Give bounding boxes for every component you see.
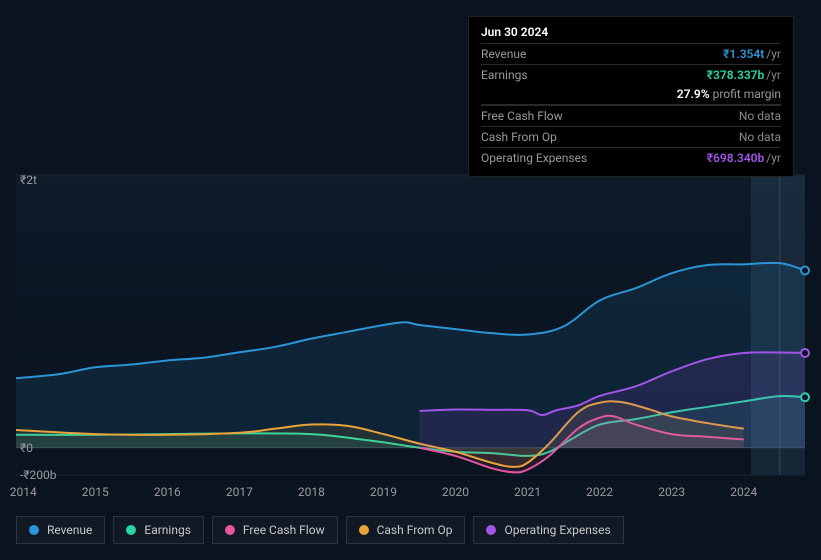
y-tick-label: -₹200b <box>20 468 57 482</box>
legend-label: Operating Expenses <box>504 523 610 537</box>
legend-item-revenue[interactable]: Revenue <box>16 516 105 544</box>
legend-item-cfo[interactable]: Cash From Op <box>346 516 466 544</box>
end-marker-revenue <box>801 266 809 274</box>
y-tick-label: ₹2t <box>20 173 37 187</box>
legend-label: Cash From Op <box>377 523 453 537</box>
tooltip-row-value: ₹378.337b/yr <box>707 68 781 82</box>
tooltip-row-label: Earnings <box>481 68 528 82</box>
tooltip-row-label: Free Cash Flow <box>481 109 563 123</box>
x-tick-label: 2016 <box>154 485 181 499</box>
tooltip-row-value: ₹1.354t/yr <box>723 47 781 61</box>
legend-item-opex[interactable]: Operating Expenses <box>473 516 623 544</box>
legend-label: Earnings <box>144 523 191 537</box>
tooltip-margin: 27.9% profit margin <box>481 85 781 105</box>
legend-label: Free Cash Flow <box>243 523 325 537</box>
chart-tooltip: Jun 30 2024 Revenue ₹1.354t/yr Earnings ₹37… <box>468 16 794 177</box>
tooltip-row-value: ₹698.340b/yr <box>707 151 781 165</box>
tooltip-row: Revenue ₹1.354t/yr <box>481 43 781 64</box>
legend-item-earnings[interactable]: Earnings <box>113 516 204 544</box>
legend-item-fcf[interactable]: Free Cash Flow <box>212 516 338 544</box>
x-tick-label: 2023 <box>658 485 685 499</box>
tooltip-row-label: Revenue <box>481 47 526 61</box>
tooltip-row: Free Cash Flow No data <box>481 105 781 126</box>
tooltip-row: Cash From Op No data <box>481 126 781 147</box>
tooltip-date: Jun 30 2024 <box>481 25 781 39</box>
tooltip-row: Operating Expenses ₹698.340b/yr <box>481 147 781 168</box>
x-tick-label: 2024 <box>730 485 757 499</box>
end-marker-opex <box>801 349 809 357</box>
x-tick-label: 2019 <box>370 485 397 499</box>
x-tick-label: 2020 <box>442 485 469 499</box>
x-tick-label: 2018 <box>298 485 325 499</box>
y-tick-label: ₹0 <box>20 441 33 455</box>
x-tick-label: 2021 <box>514 485 541 499</box>
legend-swatch-icon <box>359 525 369 535</box>
legend-swatch-icon <box>126 525 136 535</box>
tooltip-row: Earnings ₹378.337b/yr <box>481 64 781 85</box>
x-tick-label: 2017 <box>226 485 253 499</box>
x-tick-label: 2014 <box>10 485 37 499</box>
legend-label: Revenue <box>47 523 92 537</box>
x-tick-label: 2022 <box>586 485 613 499</box>
legend-swatch-icon <box>29 525 39 535</box>
chart-legend: Revenue Earnings Free Cash Flow Cash From O… <box>16 516 624 544</box>
tooltip-row-value: No data <box>739 130 781 144</box>
legend-swatch-icon <box>486 525 496 535</box>
x-tick-label: 2015 <box>82 485 109 499</box>
legend-swatch-icon <box>225 525 235 535</box>
tooltip-row-label: Cash From Op <box>481 130 557 144</box>
tooltip-row-value: No data <box>739 109 781 123</box>
tooltip-row-label: Operating Expenses <box>481 151 587 165</box>
